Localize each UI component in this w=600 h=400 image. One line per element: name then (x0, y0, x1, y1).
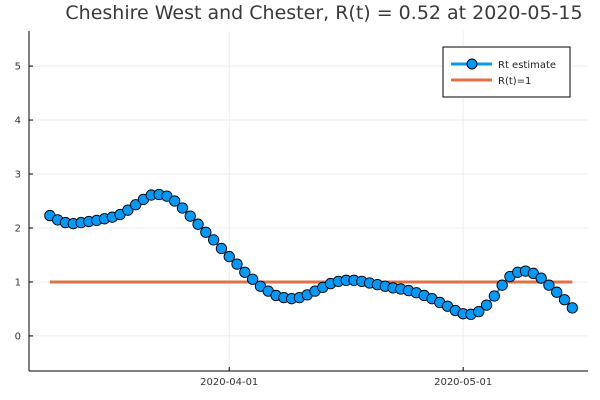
rt-estimate-point (543, 279, 555, 291)
x-tick-label: 2020-04-01 (200, 377, 258, 388)
rt-estimate-point (231, 258, 243, 270)
rt-estimate-point (566, 302, 578, 314)
rt-estimate-point (207, 234, 220, 246)
rt-estimate-point (488, 290, 501, 302)
rt-estimate-point (176, 202, 189, 214)
legend-marker-rt-estimate (466, 58, 478, 70)
rt-estimate-point (558, 294, 571, 306)
rt-estimate-point (215, 242, 228, 255)
rt-estimate-point (473, 305, 485, 318)
chart-title: Cheshire West and Chester, R(t) = 0.52 a… (65, 2, 582, 24)
y-tick-label: 5 (15, 62, 21, 73)
rt-estimate-point (246, 273, 259, 285)
x-tick-label: 2020-05-01 (434, 377, 492, 388)
rt-estimate-point (496, 279, 508, 291)
series-layer (44, 188, 578, 320)
y-tick-label: 2 (15, 223, 21, 234)
rt-estimate-point (169, 195, 181, 207)
legend: Rt estimate R(t)=1 (442, 46, 571, 98)
rt-estimate-point (130, 199, 142, 211)
rt-estimate-point (535, 272, 547, 284)
rt-estimate-point (239, 266, 251, 278)
y-tick-label: 4 (15, 116, 21, 127)
rt-estimate-point (551, 286, 563, 298)
rt-estimate-point (223, 250, 235, 263)
y-tick-label: 1 (15, 277, 21, 288)
y-tick-label: 0 (15, 331, 21, 342)
rt-estimate-point (184, 210, 196, 222)
rt-estimate-point (480, 299, 493, 311)
y-tick-label: 3 (15, 170, 21, 181)
legend-box (442, 46, 571, 98)
axes: 0 1 2 3 4 5 2020-04-01 2020-05-01 (15, 31, 588, 388)
rt-estimate-point (200, 226, 212, 238)
rt-estimate-point (192, 218, 204, 230)
legend-label-rt-threshold: R(t)=1 (498, 76, 531, 87)
rt-estimate-point (122, 204, 134, 216)
legend-label-rt-estimate: Rt estimate (498, 60, 556, 71)
